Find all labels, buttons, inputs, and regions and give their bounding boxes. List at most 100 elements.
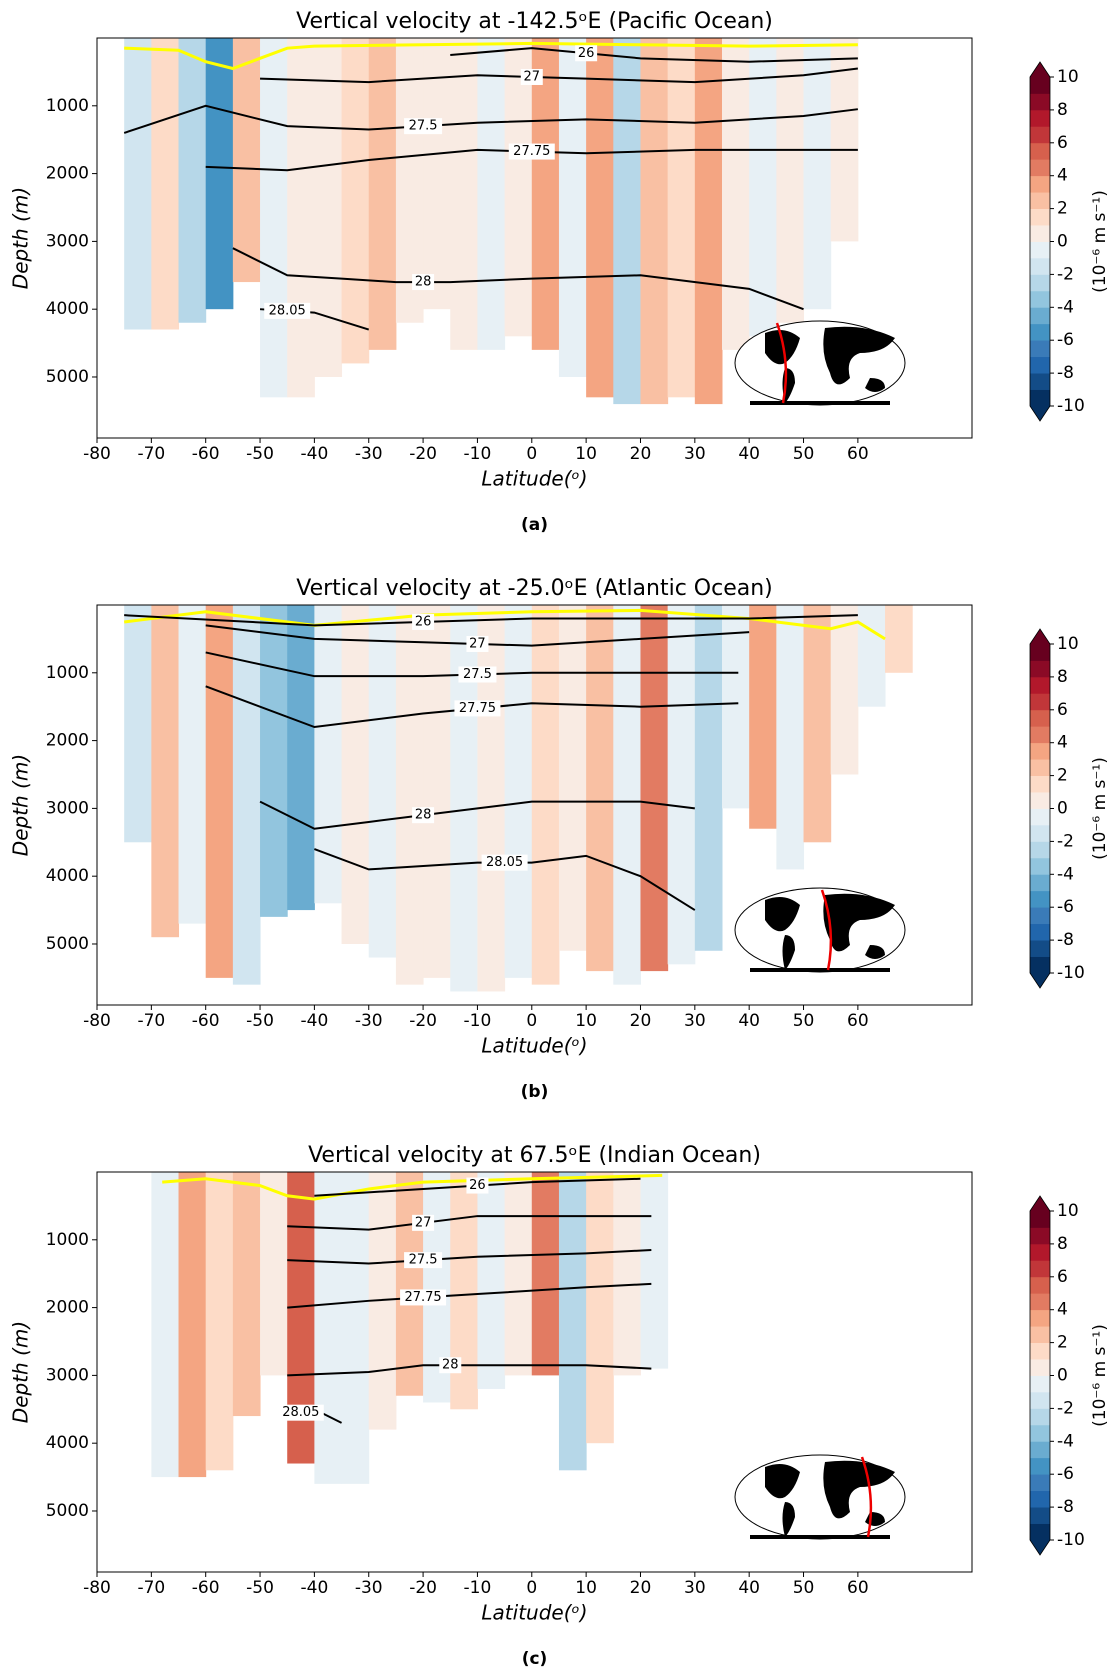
panel-label: (c)	[522, 1649, 548, 1669]
contour-label-bg	[458, 666, 497, 683]
colorbar-tick-label: 6	[1057, 133, 1068, 153]
colorbar-tick-label: 6	[1057, 1267, 1068, 1287]
x-tick-label: 60	[847, 1011, 869, 1031]
contour-label-bg	[404, 118, 443, 135]
x-tick-label: -20	[409, 1011, 437, 1031]
velocity-cell	[803, 605, 832, 843]
y-tick-label: 4000	[46, 299, 89, 319]
x-tick-label: 20	[630, 1011, 652, 1031]
x-tick-label: -40	[301, 444, 329, 464]
velocity-cell	[613, 1172, 641, 1376]
x-tick-label: -50	[246, 1578, 274, 1598]
colorbar-extend	[1030, 1196, 1050, 1211]
contour-label-bg	[277, 1404, 324, 1421]
x-tick-label: 40	[738, 444, 760, 464]
x-tick-label: 10	[575, 1578, 597, 1598]
velocity-cell	[803, 38, 832, 310]
colorbar-tick-label: -8	[1057, 363, 1074, 383]
contour-label-bg	[481, 854, 528, 871]
velocity-cell	[260, 38, 288, 398]
velocity-cell	[395, 1172, 424, 1396]
colorbar-swatch	[1030, 241, 1050, 259]
colorbar-tick-label: -10	[1057, 963, 1085, 983]
colorbar-label: (10⁻⁶ m s⁻¹)	[1090, 757, 1110, 860]
velocity-cell	[178, 1172, 207, 1478]
colorbar-tick-label: 0	[1057, 232, 1068, 252]
velocity-cell	[151, 1172, 180, 1478]
colorbar-swatch	[1030, 142, 1050, 160]
contour-label: 28.05	[486, 855, 523, 870]
contour-label: 27.75	[513, 144, 550, 159]
plot-area: 26 27 27.5 27.75 28 28.05	[123, 605, 913, 992]
colorbar-swatch	[1030, 644, 1050, 661]
colorbar-swatch	[1030, 1293, 1050, 1311]
velocity-cell	[722, 605, 750, 809]
velocity-cell	[776, 605, 805, 870]
contour-label: 27	[415, 1215, 432, 1230]
x-tick-label: 10	[575, 444, 597, 464]
velocity-cell	[287, 38, 315, 398]
inset-land	[750, 1460, 895, 1539]
contour-label: 26	[578, 46, 595, 61]
colorbar-swatch	[1030, 340, 1050, 358]
colorbar-swatch	[1030, 1457, 1050, 1475]
contour-label-bg	[466, 1177, 489, 1194]
colorbar-swatch	[1030, 742, 1050, 760]
colorbar-swatch	[1030, 890, 1050, 908]
contour-label: 26	[415, 614, 432, 629]
y-tick-label: 3000	[46, 1365, 89, 1385]
colorbar-tick-label: 10	[1057, 67, 1079, 87]
colorbar-swatch	[1030, 93, 1050, 111]
velocity-cell	[477, 1172, 506, 1389]
colorbar-swatch	[1030, 1276, 1050, 1294]
x-tick-label: -80	[83, 1578, 111, 1598]
y-tick-label: 1000	[46, 1230, 89, 1250]
colorbar-swatch	[1030, 274, 1050, 292]
surface-line	[162, 1173, 663, 1201]
x-tick-label: -30	[355, 1011, 383, 1031]
colorbar-swatch	[1030, 923, 1050, 941]
colorbar-extend	[1030, 62, 1050, 77]
x-tick-label: -80	[83, 444, 111, 464]
colorbar-extend	[1030, 406, 1050, 421]
x-tick-label: -80	[83, 1011, 111, 1031]
chart-title: Vertical velocity at -25.0ᵒE (Atlantic O…	[296, 576, 773, 601]
x-tick-label: 40	[738, 1011, 760, 1031]
y-axis-label: Depth (m)	[9, 754, 33, 856]
x-tick-label: 30	[684, 1578, 706, 1598]
y-tick-label: 4000	[46, 866, 89, 886]
colorbar-swatch	[1030, 1326, 1050, 1343]
colorbar-tick-label: -8	[1057, 1497, 1074, 1517]
colorbar-swatch	[1030, 676, 1050, 694]
contour-label-bg	[575, 45, 598, 62]
colorbar-swatch	[1030, 1309, 1050, 1327]
contour-label: 28.05	[269, 303, 306, 318]
colorbar-tick-label: -2	[1057, 831, 1074, 851]
colorbar-tick-label: 4	[1057, 1300, 1068, 1320]
colorbar-swatch	[1030, 857, 1050, 875]
plot-frame	[96, 604, 973, 1006]
velocity-cell	[531, 1172, 560, 1376]
x-axis-label: Latitude(ᵒ)	[481, 467, 587, 491]
density-contour	[260, 67, 858, 84]
y-tick-label: 2000	[46, 1298, 89, 1318]
velocity-cell	[151, 605, 180, 938]
colorbar-tick-label: 6	[1057, 700, 1068, 720]
colorbar-swatch	[1030, 956, 1050, 974]
contour-label: 27.75	[459, 701, 496, 716]
contour-label-bg	[412, 807, 435, 824]
x-tick-label: -40	[301, 1578, 329, 1598]
colorbar-swatch	[1030, 792, 1050, 809]
y-axis-label: Depth (m)	[9, 187, 33, 289]
velocity-cell	[205, 1172, 234, 1471]
contour-label-bg	[404, 1252, 443, 1269]
x-tick-label: 60	[847, 1578, 869, 1598]
colorbar-swatch	[1030, 225, 1050, 242]
colorbar-swatch	[1030, 1523, 1050, 1541]
contour-label: 28	[442, 1358, 459, 1373]
density-contour	[287, 1364, 652, 1377]
y-tick-label: 3000	[46, 798, 89, 818]
density-contour	[259, 800, 695, 830]
density-contour	[123, 104, 858, 134]
